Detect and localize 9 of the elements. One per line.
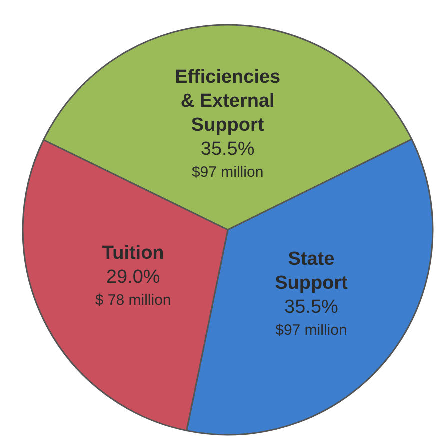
- slice-label: Tuition: [102, 243, 164, 264]
- data-label: 35.5%: [200, 139, 255, 160]
- text: $97 million: [276, 322, 348, 340]
- text: $ 78 million: [95, 292, 172, 310]
- slice-label: Efficiencies & External Support: [175, 67, 281, 136]
- text: $97 million: [192, 164, 264, 181]
- data-label: 29.0%: [106, 267, 160, 288]
- slice-label: State Support: [275, 249, 349, 294]
- data-label: 35.5%: [284, 297, 339, 318]
